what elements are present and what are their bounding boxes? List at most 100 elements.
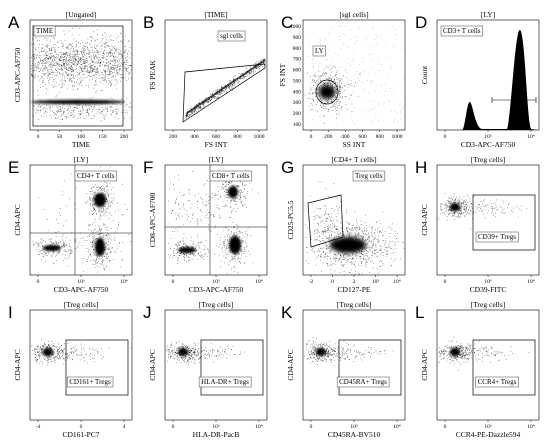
x-tick-label: 600 xyxy=(212,134,221,140)
panel-header: [Treg cells] xyxy=(64,300,99,309)
y-tick-label: 900 xyxy=(293,35,302,41)
panel-header: [Ungated] xyxy=(66,10,96,19)
panel-letter: C xyxy=(281,13,293,32)
panel-letter: J xyxy=(143,303,152,322)
panel-letter: A xyxy=(8,13,20,32)
y-tick-label: 500 xyxy=(293,78,302,84)
y-axis-label: CD3-APC-AF750 xyxy=(13,47,22,102)
y-axis-label: CD25-PC5.5 xyxy=(286,200,295,239)
panel-letter: L xyxy=(415,303,424,322)
plot-frame xyxy=(436,309,540,421)
x-tick-label: 4 xyxy=(123,424,126,430)
event-dots xyxy=(31,27,132,124)
x-tick-label: 10⁴ xyxy=(120,279,128,285)
plot-frame xyxy=(302,309,406,421)
panel-j: J [Treg cells] 0 10³ 10⁴ HLA-DR-PacB CD4-APC HL… xyxy=(143,300,268,439)
event-dots xyxy=(185,58,266,119)
x-tick-label: 200 xyxy=(324,134,333,140)
y-tick-label: 200 xyxy=(293,111,302,117)
x-axis-label: CD127-PE xyxy=(338,285,371,294)
y-axis-label: CD4-APC xyxy=(13,349,22,380)
x-tick-label: 0 xyxy=(80,424,83,430)
panel-k: K [Treg cells] 0 10³ 10⁴ CD45RA-BV510 CD4-APC C… xyxy=(281,300,406,439)
event-dots xyxy=(31,339,132,366)
svg-text:LY: LY xyxy=(315,47,324,55)
panel-h: H [Treg cells] 0 10³ 10⁴ CD39-FITC CD4-APC CD39… xyxy=(415,155,540,294)
gate-label: TIME xyxy=(33,25,56,37)
x-tick-label: 0 xyxy=(331,279,334,285)
x-axis-label: CD3-APC-AF750 xyxy=(189,285,244,294)
x-axis-label: CD3-APC-AF750 xyxy=(54,285,109,294)
x-tick-label: 10³ xyxy=(484,279,492,285)
x-tick-label: 800 xyxy=(376,134,385,140)
x-tick-label: 10³ xyxy=(484,424,492,430)
panel-header: [LY] xyxy=(481,10,495,19)
panel-a: A [Ungated] 0 50 100 150 200 TIME CD3-APC-AF750 T… xyxy=(8,10,133,149)
panel-letter: D xyxy=(415,13,427,32)
x-axis-label: TIME xyxy=(72,140,91,149)
x-tick-label: 2 xyxy=(353,279,356,285)
svg-text:CD3+ T cells: CD3+ T cells xyxy=(443,27,481,35)
panel-letter: B xyxy=(143,13,154,32)
x-tick-label: 10⁴ xyxy=(255,424,263,430)
x-tick-label: 0 xyxy=(444,424,447,430)
x-tick-label: 0 xyxy=(37,279,40,285)
gate-label: CD8+ T cells xyxy=(209,170,253,182)
gate-label: CD3+ T cells xyxy=(440,25,484,37)
x-tick-label: 0 xyxy=(444,279,447,285)
gate-label: sgl cells xyxy=(217,30,246,42)
gate-label: HLA-DR+ Tregs xyxy=(198,376,252,388)
panel-header: [Treg cells] xyxy=(199,300,234,309)
y-tick-label: 800 xyxy=(293,46,302,52)
panel-letter: K xyxy=(281,303,293,322)
plot-frame xyxy=(436,164,540,276)
plot-frame xyxy=(164,164,268,276)
x-axis-label: CD39-FITC xyxy=(470,285,507,294)
y-tick-label: 1000 xyxy=(290,24,301,30)
y-axis-label: CD4-APC xyxy=(420,204,429,235)
svg-text:sgl cells: sgl cells xyxy=(220,32,243,40)
svg-text:CD4+ T cells: CD4+ T cells xyxy=(77,172,115,180)
x-axis-label: CD3-APC-AF750 xyxy=(461,140,516,149)
y-tick-label: 700 xyxy=(293,57,302,63)
event-dots xyxy=(438,193,528,230)
x-tick-label: 10³ xyxy=(350,424,358,430)
plot-frame xyxy=(164,19,268,131)
x-tick-label: 1000 xyxy=(392,134,403,140)
y-axis-label: CD4-APC xyxy=(420,349,429,380)
panel-e: E [LY] 0 10³ 10⁴ CD3-APC-AF750 CD4-APC CD4+ T c… xyxy=(8,155,133,294)
x-axis-label: FS INT xyxy=(205,140,228,149)
x-tick-label: 10³ xyxy=(77,279,85,285)
panel-b: B [TIME] 200 400 600 800 1000 FS INT FS PEAK sgl … xyxy=(143,10,268,149)
panel-letter: I xyxy=(8,303,13,322)
x-tick-label: 10³ xyxy=(484,134,492,140)
x-axis-label: SS INT xyxy=(343,140,366,149)
y-tick-label: 100 xyxy=(293,122,302,128)
panel-i: I [Treg cells] -4 0 4 CD161-PC7 CD4-APC CD161+ … xyxy=(8,300,133,439)
plot-frame xyxy=(164,309,268,421)
panel-header: [LY] xyxy=(209,155,223,164)
x-tick-label: 800 xyxy=(233,134,242,140)
panel-l: L [Treg cells] 0 10³ 10⁴ CCR4-PE-Dazzle594 CD4… xyxy=(415,300,540,439)
x-axis-label: CD161-PC7 xyxy=(62,430,99,439)
y-tick-label: 300 xyxy=(293,100,302,106)
x-tick-label: 150 xyxy=(98,134,107,140)
y-axis-label: CD4-APC xyxy=(13,204,22,235)
x-tick-label: 200 xyxy=(169,134,178,140)
y-tick-label: 600 xyxy=(293,68,302,74)
x-tick-label: -2 xyxy=(309,279,314,285)
panel-g: G [CD4+ T cells] -2 0 2 10³ 10⁴ CD127-PE CD25-PC… xyxy=(281,155,406,294)
x-tick-label: 0 xyxy=(172,424,175,430)
panel-header: [Treg cells] xyxy=(471,155,506,164)
x-tick-label: 10⁴ xyxy=(393,279,401,285)
panel-letter: H xyxy=(415,158,427,177)
panel-header: [Treg cells] xyxy=(337,300,372,309)
x-tick-label: 10³ xyxy=(212,279,220,285)
panel-d: D [LY] 0 10³ 10⁴ CD3-APC-AF750 Count CD3+ T cel… xyxy=(415,10,540,149)
x-tick-label: 0 xyxy=(444,134,447,140)
y-axis-label: FS INT xyxy=(278,63,287,86)
x-tick-label: 400 xyxy=(190,134,199,140)
panel-f: F [LY] 0 10³ 10⁴ CD3-APC-AF750 CD8-APC-AF700 CD… xyxy=(143,155,268,294)
plot-frame xyxy=(29,164,133,276)
